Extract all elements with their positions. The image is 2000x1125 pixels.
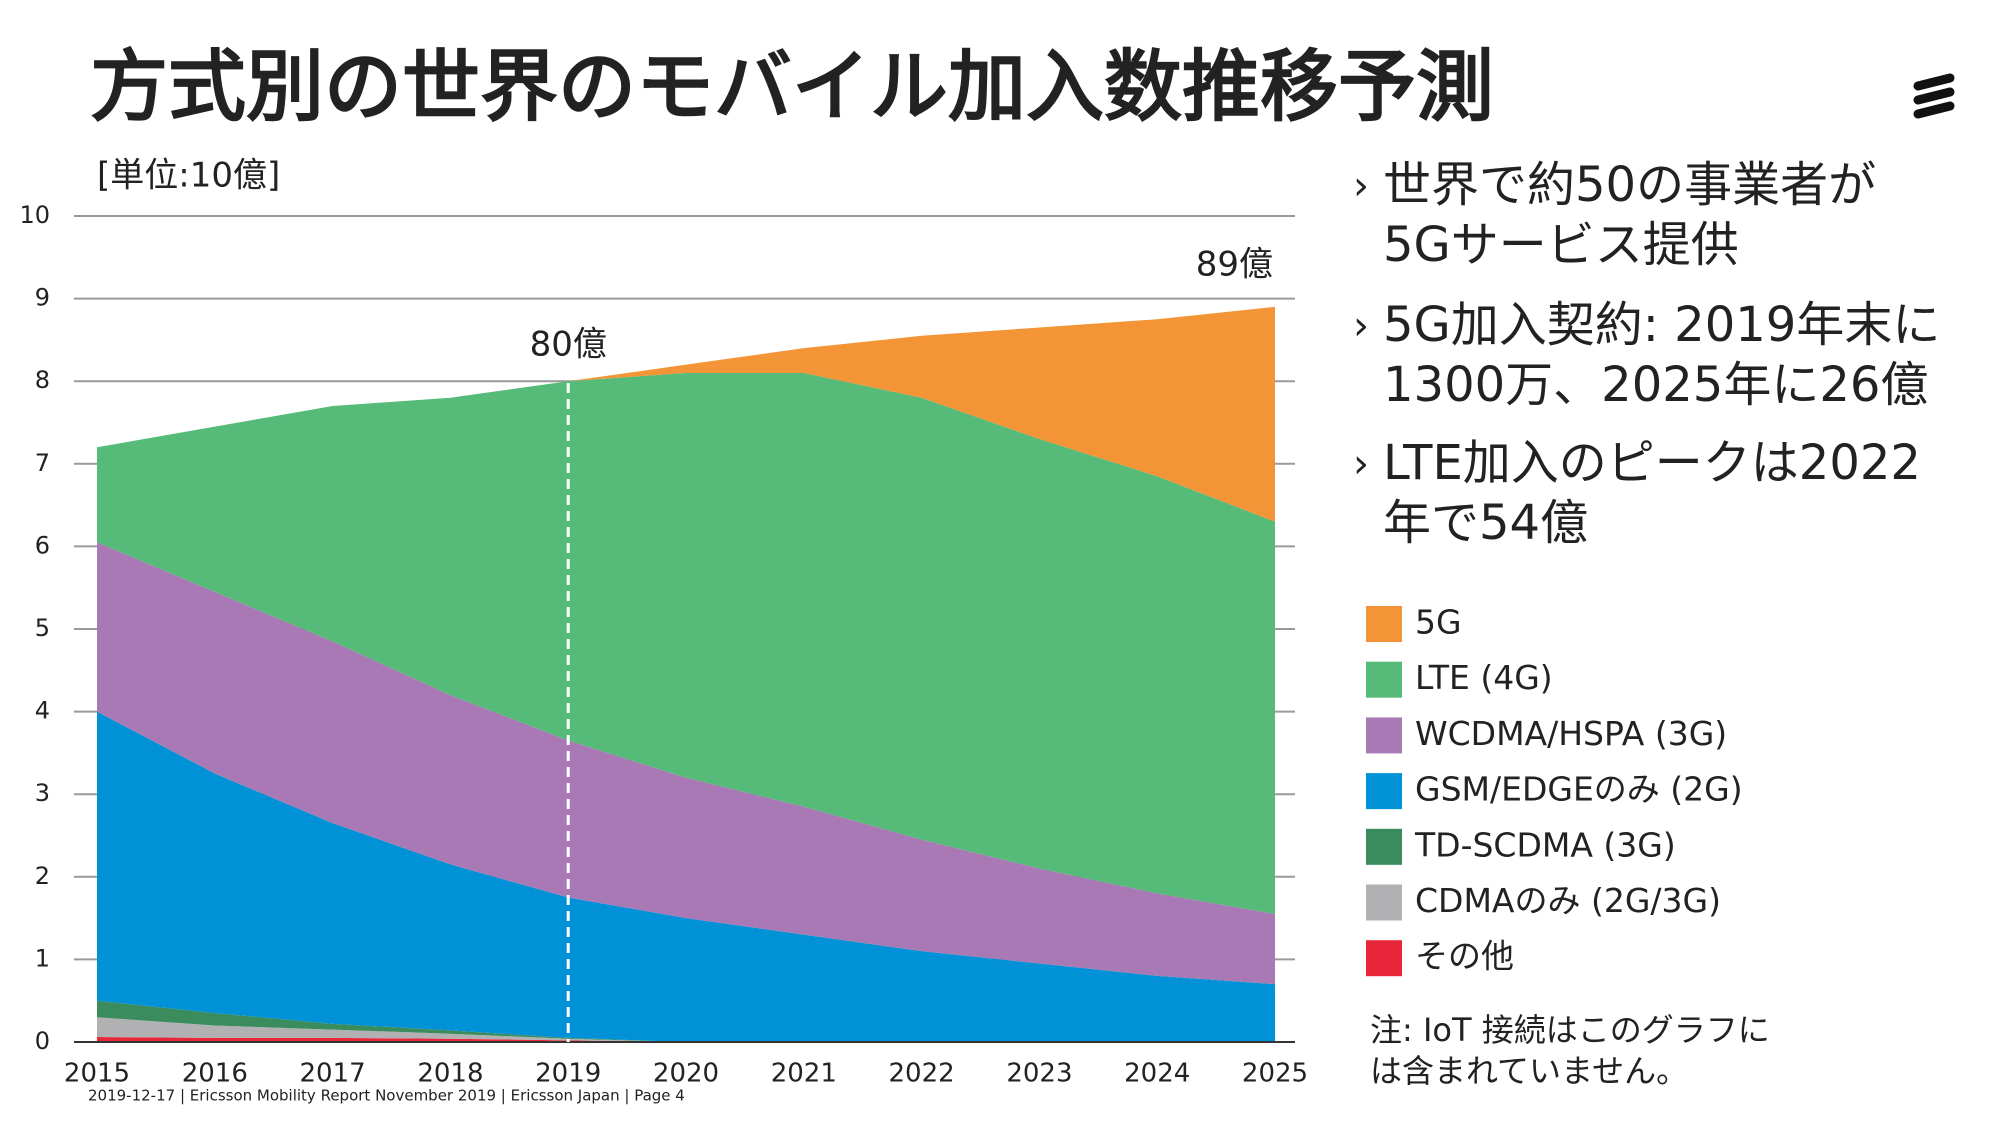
y-tick-label: 7 <box>35 449 50 477</box>
slide-title: 方式別の世界のモバイル加入数推移予測 <box>90 42 1494 132</box>
bullet-marker: › <box>1353 163 1369 209</box>
x-tick-label: 2024 <box>1124 1059 1190 1089</box>
area <box>97 306 1275 522</box>
annotation: 89億 <box>1196 245 1273 285</box>
y-tick-label: 0 <box>35 1027 50 1055</box>
x-tick-label: 2019 <box>535 1059 601 1089</box>
x-tick-label: 2016 <box>182 1059 248 1089</box>
area <box>97 1017 1275 1042</box>
bullet-marker: › <box>1353 303 1369 349</box>
legend-label: WCDMA/HSPA (3G) <box>1415 714 1727 753</box>
legend-swatch <box>1366 940 1402 977</box>
y-tick-label: 8 <box>35 366 50 394</box>
bullet-text: 5Gサービス提供 <box>1383 217 1739 273</box>
area <box>97 372 1275 914</box>
area <box>97 542 1275 985</box>
legend-swatch <box>1366 773 1402 810</box>
legend-swatch <box>1366 661 1402 698</box>
y-tick-label: 6 <box>35 531 50 559</box>
legend-swatch <box>1366 884 1402 921</box>
legend-label: LTE (4G) <box>1415 658 1553 697</box>
x-tick-label: 2017 <box>300 1059 366 1089</box>
x-tick-label: 2021 <box>771 1059 837 1089</box>
legend-label: 5G <box>1415 603 1462 642</box>
x-tick-label: 2025 <box>1242 1059 1308 1089</box>
y-tick-label: 10 <box>19 201 50 229</box>
y-tick-label: 3 <box>35 779 50 807</box>
x-tick-label: 2022 <box>889 1059 955 1089</box>
bullet-text: 1300万、2025年に26億 <box>1383 357 1928 413</box>
legend-swatch <box>1366 606 1402 642</box>
x-tick-label: 2023 <box>1006 1059 1072 1089</box>
y-axis-unit: [単位:10億] <box>97 156 280 196</box>
area <box>97 711 1275 1042</box>
bullet-text: 世界で約50の事業者が <box>1383 157 1876 213</box>
area <box>97 1037 1275 1042</box>
bullet-text: LTE加入のピークは2022 <box>1383 435 1921 491</box>
annotation: 80億 <box>530 325 607 365</box>
legend-label: GSM/EDGEのみ (2G) <box>1415 770 1743 809</box>
y-tick-label: 5 <box>35 614 50 642</box>
x-tick-label: 2018 <box>417 1059 483 1089</box>
x-tick-label: 2020 <box>653 1059 719 1089</box>
note-line: は含まれていません。 <box>1370 1052 1688 1090</box>
logo <box>1913 73 1955 119</box>
note-line: 注: IoT 接続はこのグラフに <box>1370 1011 1770 1049</box>
legend-label: その他 <box>1415 937 1514 976</box>
y-tick-label: 9 <box>35 284 50 312</box>
x-tick-label: 2015 <box>64 1059 130 1089</box>
legend-swatch <box>1366 828 1402 865</box>
legend-label: TD-SCDMA (3G) <box>1414 825 1676 864</box>
y-tick-label: 4 <box>35 697 50 725</box>
y-tick-label: 1 <box>35 944 50 972</box>
bullet-text: 年で54億 <box>1383 495 1588 551</box>
legend-swatch <box>1366 717 1402 754</box>
bullet-marker: › <box>1353 441 1369 487</box>
footer: 2019-12-17 | Ericsson Mobility Report No… <box>88 1087 685 1105</box>
legend-label: CDMAのみ (2G/3G) <box>1415 881 1721 920</box>
bullet-text: 5G加入契約: 2019年末に <box>1383 297 1940 353</box>
y-tick-label: 2 <box>35 862 50 890</box>
